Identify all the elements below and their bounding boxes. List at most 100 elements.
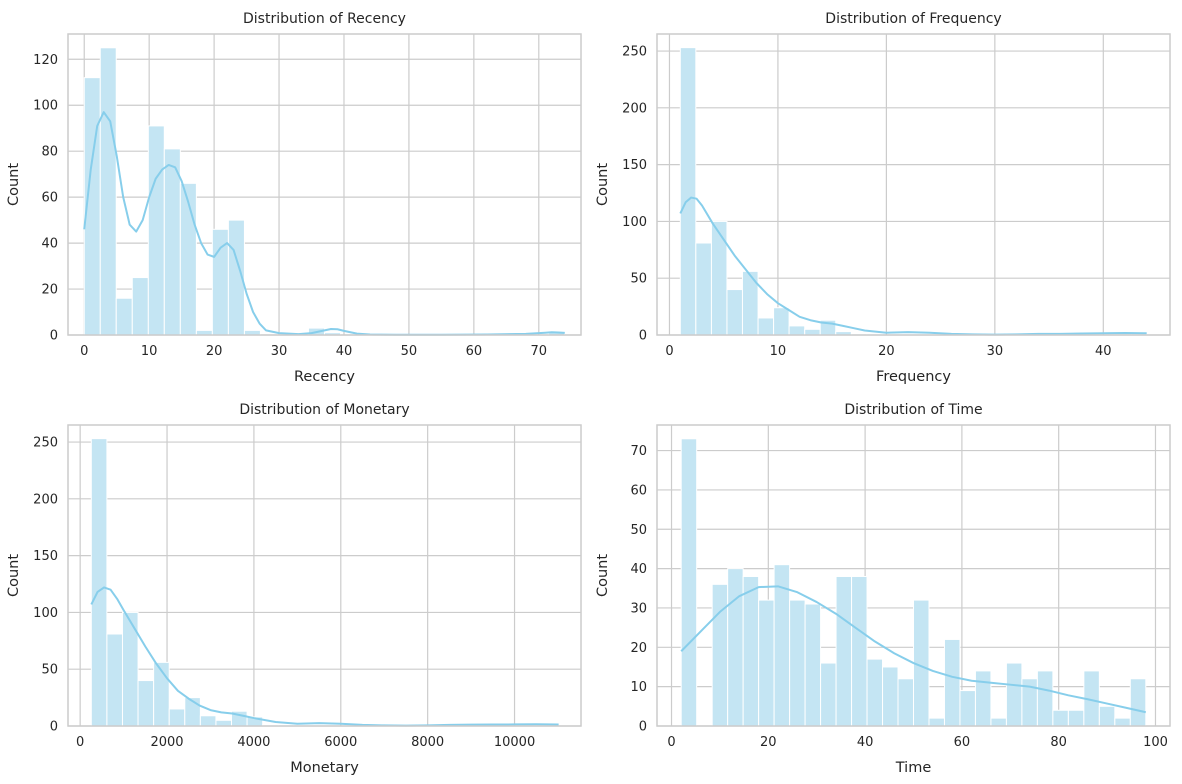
plot-frame <box>67 33 582 336</box>
x-tick-label: 10 <box>141 344 158 359</box>
y-tick-label: 250 <box>622 45 647 60</box>
y-tick-label: 50 <box>630 272 647 287</box>
x-tick-label: 2000 <box>150 735 183 750</box>
x-tick-label: 0 <box>665 344 673 359</box>
y-tick-label: 10 <box>630 680 647 695</box>
x-tick-label: 100 <box>1143 735 1168 750</box>
histogram-bar <box>835 575 853 727</box>
panel-recency: 0 10 20 30 40 50 60 70 0 20 40 60 80 100 120 Distributi… <box>6 11 582 385</box>
y-tick-label: 0 <box>639 720 647 735</box>
histogram-bar <box>804 328 821 336</box>
histogram-bar <box>106 633 123 727</box>
y-tick-label: 50 <box>41 663 58 678</box>
x-tick-label: 10000 <box>494 735 535 750</box>
histogram-bar <box>137 680 155 727</box>
x-axis-label: Recency <box>294 369 355 385</box>
histogram-bar <box>726 289 743 336</box>
histogram-bar <box>928 717 945 727</box>
plot-frame <box>656 33 1171 336</box>
histogram-bar <box>131 277 149 336</box>
plot-frame <box>656 424 1171 727</box>
y-tick-label: 150 <box>33 549 58 564</box>
histogram-bar <box>1098 705 1116 727</box>
y-tick-label: 200 <box>622 101 647 116</box>
y-tick-label: 120 <box>33 53 58 68</box>
histogram-bar <box>943 638 961 727</box>
histogram-bar <box>990 717 1007 727</box>
y-tick-label: 250 <box>33 436 58 451</box>
plot-frame <box>67 424 582 727</box>
x-axis-label: Time <box>895 760 932 776</box>
x-tick-label: 30 <box>271 344 288 359</box>
x-tick-label: 80 <box>1050 735 1067 750</box>
histogram-bar <box>1067 709 1085 727</box>
y-tick-label: 20 <box>41 283 58 298</box>
y-axis-label: Count <box>595 554 611 597</box>
histogram-bar <box>163 148 181 336</box>
y-tick-label: 40 <box>41 237 58 252</box>
chart-title: Distribution of Recency <box>243 11 406 27</box>
y-axis-label: Count <box>6 163 22 206</box>
histogram-bar <box>1129 678 1147 727</box>
histogram-bar <box>758 599 775 727</box>
y-tick-label: 100 <box>33 606 58 621</box>
histogram-bar <box>959 690 976 727</box>
panel-frequency: 0 10 20 30 40 0 50 100 150 200 250 Distribution of … <box>595 11 1171 385</box>
chart-title: Distribution of Monetary <box>239 402 409 418</box>
kde-line <box>90 586 559 727</box>
x-tick-label: 20 <box>206 344 223 359</box>
histogram-bar <box>727 568 744 727</box>
histogram-bar <box>1052 709 1069 727</box>
histogram-bar <box>742 575 760 727</box>
y-tick-label: 0 <box>50 329 58 344</box>
y-tick-label: 200 <box>33 492 58 507</box>
histogram-bar <box>788 325 806 336</box>
x-tick-label: 10 <box>770 344 787 359</box>
y-axis-label: Count <box>6 554 22 597</box>
histogram-bar <box>851 575 868 727</box>
histogram-bar <box>680 438 698 727</box>
x-tick-label: 20 <box>878 344 895 359</box>
x-tick-label: 0 <box>80 344 88 359</box>
histogram-bar <box>99 47 117 336</box>
y-tick-label: 40 <box>630 562 647 577</box>
histogram-bar <box>710 220 728 336</box>
x-tick-label: 30 <box>987 344 1004 359</box>
histogram-bar <box>866 658 884 727</box>
histogram-bar <box>199 715 217 727</box>
x-axis-label: Monetary <box>290 760 359 776</box>
y-tick-label: 30 <box>630 601 647 616</box>
histogram-bar <box>820 662 837 727</box>
histogram-bar <box>215 719 233 727</box>
histogram-bar <box>115 297 133 336</box>
kde-line <box>680 585 1147 714</box>
histogram-bar <box>1114 717 1131 727</box>
kde-line <box>679 196 1147 336</box>
y-tick-label: 20 <box>630 641 647 656</box>
histogram-bar <box>147 125 165 336</box>
y-tick-label: 60 <box>41 191 58 206</box>
histogram-bar <box>695 242 712 336</box>
histogram-bar <box>1005 662 1023 727</box>
chart-title: Distribution of Frequency <box>825 11 1001 27</box>
y-tick-label: 80 <box>41 145 58 160</box>
histogram-bar <box>974 670 992 727</box>
y-tick-label: 50 <box>630 523 647 538</box>
chart-title: Distribution of Time <box>844 402 982 418</box>
y-axis-label: Count <box>595 163 611 206</box>
x-tick-label: 20 <box>760 735 777 750</box>
y-tick-label: 100 <box>33 99 58 114</box>
x-tick-label: 40 <box>336 344 353 359</box>
histogram-bar <box>882 666 899 727</box>
x-tick-label: 4000 <box>237 735 270 750</box>
x-tick-label: 60 <box>466 344 483 359</box>
histogram-bar <box>773 307 790 336</box>
histogram-bar <box>711 583 729 727</box>
panel-monetary: 0 2000 4000 6000 8000 10000 0 50 100 150 200 250 Dis… <box>6 402 582 776</box>
y-tick-label: 150 <box>622 158 647 173</box>
y-tick-label: 70 <box>630 444 647 459</box>
histogram-bar <box>789 599 806 727</box>
x-tick-label: 40 <box>1095 344 1112 359</box>
y-tick-label: 100 <box>622 215 647 230</box>
x-tick-label: 40 <box>857 735 874 750</box>
